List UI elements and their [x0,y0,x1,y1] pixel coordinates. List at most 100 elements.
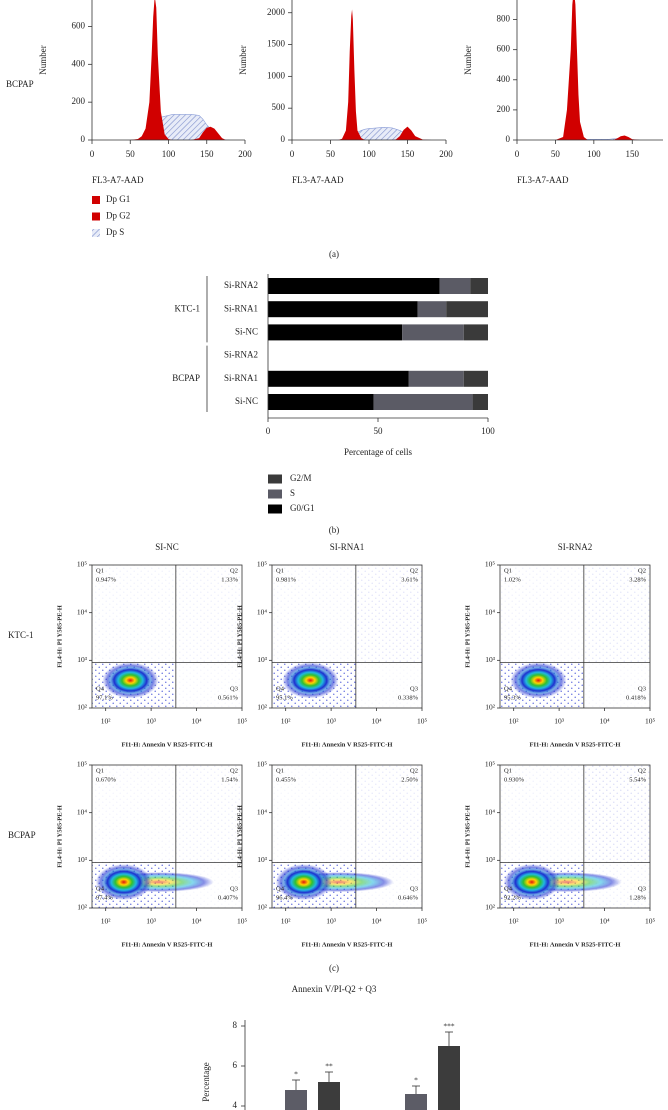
y-tick-label: 10² [257,703,268,712]
quadrant-value: 1.54% [221,776,238,783]
legend-swatch [92,196,100,204]
y-tick-label: 10³ [77,655,88,664]
significance-mark: * [294,1070,298,1079]
bar [285,1090,307,1110]
area [330,126,431,140]
quadrant-name: Q2 [410,767,418,774]
category-label: Si-NC [235,326,258,336]
plot-frame [499,764,651,909]
quadrant-value: 97.1% [96,694,113,701]
category-label: Si-RNA1 [224,303,258,313]
quadrant-events [355,565,422,663]
density-core [103,869,144,896]
y-tick-label: 800 [497,14,511,24]
y-tick-label: 200 [497,104,511,114]
y-axis-title: Percentage [201,1062,211,1101]
y-tick-label: 400 [72,58,86,68]
quadrant-name: Q1 [276,567,284,574]
legend-label: S [290,488,295,498]
category-label: Si-NC [235,396,258,406]
y-tick-label: 10⁵ [257,560,268,569]
x-tick-label: 200 [439,149,453,159]
quadrant-value: 1.28% [629,894,646,901]
y-tick-label: 0 [506,134,511,144]
x-tick-label: 10⁵ [417,717,428,726]
x-tick-label: 100 [362,149,376,159]
quadrant-events [92,565,176,663]
quadrant-value: 0.455% [276,776,297,783]
density-core [290,667,331,694]
y-tick-label: 10² [77,703,88,712]
quadrant-name: Q1 [276,767,284,774]
quadrant-value: 0.646% [398,894,419,901]
bar [318,1082,340,1110]
area [130,0,230,140]
plot-frame [91,564,243,709]
y-tick-label: 10⁵ [257,760,268,769]
quadrant-name: Q4 [276,685,285,692]
quadrant-events [272,765,356,863]
x-axis-title: FI1-H: Annexin V R525-FITC-H [530,741,621,748]
x-tick-label: 0 [290,149,295,159]
y-tick-label: 10⁴ [77,607,88,616]
bar-segment [373,394,473,410]
x-axis-title: FI1-H: Annexin V R525-FITC-H [530,941,621,948]
x-tick-label: 10⁴ [599,717,610,726]
quadrant-name: Q2 [638,567,646,574]
x-tick-label: 150 [401,149,415,159]
column-title: SI-RNA2 [558,542,593,552]
x-tick-label: 10⁵ [237,717,248,726]
x-tick-label: 10³ [146,717,157,726]
bar-segment [268,278,440,294]
x-axis-title: FL3-A7-AAD [292,175,344,185]
y-tick-label: 10³ [257,655,268,664]
quadrant-name: Q1 [96,567,104,574]
x-tick-label: 10³ [146,917,157,926]
legend-label: Dp G2 [106,211,130,221]
y-axis-title: FL4-H: PI Y585-PE-H [56,805,63,868]
quadrant-events [175,565,242,663]
row-label: KTC-1 [8,630,34,640]
x-tick-label: 10⁴ [371,917,382,926]
y-axis-title: FL4-H: PI Y585-PE-H [236,605,243,668]
quadrant-events [272,565,356,663]
quadrant-value: 3.61% [401,576,418,583]
quadrant-events [355,765,422,863]
x-tick-label: 10⁵ [237,917,248,926]
y-tick-label: 10⁵ [77,760,88,769]
x-tick-label: 10² [281,717,292,726]
y-axis-title: FL4-H: PI Y585-PE-H [56,605,63,668]
x-axis-title: FL3-A7-AAD [517,175,569,185]
bar-segment [446,301,488,318]
bar [438,1046,460,1110]
quadrant-events [355,662,422,708]
quadrant-value: 0.418% [626,694,647,701]
bar-segment [268,394,374,410]
x-axis-title: FI1-H: Annexin V R525-FITC-H [122,741,213,748]
plot-frame [499,564,651,709]
plot-frame [271,564,423,709]
bar-segment [268,324,403,341]
quadrant-name: Q3 [638,885,646,892]
significance-mark: ** [325,1062,333,1071]
y-axis-title: FL4-H: PI Y585-PE-H [236,805,243,868]
quadrant-events [583,565,650,663]
quadrant-value: 0.338% [398,694,419,701]
x-tick-label: 50 [126,149,136,159]
y-tick-label: 0 [281,134,286,144]
quadrant-name: Q4 [276,885,285,892]
area [555,135,640,140]
x-axis-title: FI1-H: Annexin V R525-FITC-H [122,941,213,948]
y-axis-title: FL4-H: PI Y585-PE-H [464,805,471,868]
bar-segment [463,324,488,341]
y-axis-title: Number [238,45,248,75]
bar-segment [470,278,488,294]
category-label: Si-RNA2 [224,350,258,360]
quadrant-name: Q2 [410,567,418,574]
plot-area [130,0,230,140]
x-tick-label: 10² [509,717,520,726]
bar-segment [439,278,471,294]
y-tick-label: 10² [77,903,88,912]
bar-segment [417,301,447,318]
x-tick-label: 10³ [554,917,565,926]
